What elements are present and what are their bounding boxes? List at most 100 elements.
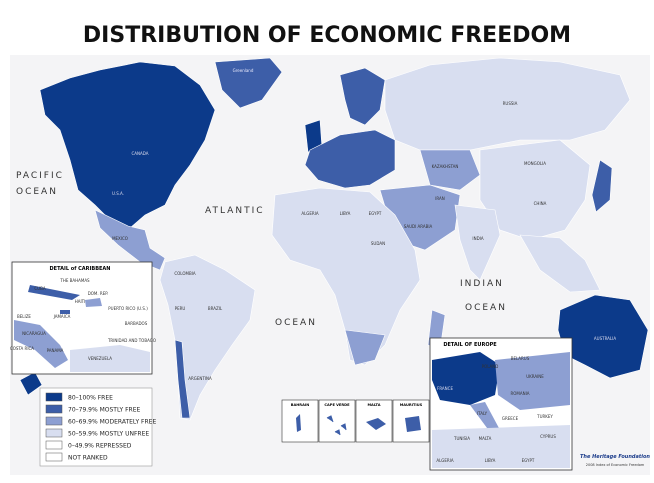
new-zealand [19, 371, 43, 396]
india [454, 204, 501, 281]
country-label: Greenland [233, 68, 254, 73]
inset-title: DETAIL of CARIBBEAN [50, 266, 111, 272]
country-label: MONGOLIA [524, 161, 546, 166]
legend-swatch [45, 392, 63, 402]
ocean-label: OCEAN [465, 303, 507, 313]
japan [591, 159, 613, 213]
inset-label: THE BAHAMAS [59, 278, 90, 283]
continents [19, 57, 649, 421]
ocean-labels: PACIFIC OCEAN ATLANTIC OCEAN INDIAN OCEA… [16, 171, 507, 328]
country-label: AUSTRALIA [594, 336, 616, 341]
north-america [39, 61, 216, 229]
inset-label: BARBADOS [125, 321, 148, 326]
inset-label: JAMAICA [53, 314, 71, 319]
western-europe [432, 352, 500, 405]
inset-label: TURKEY [536, 414, 553, 419]
inset-frame [318, 399, 356, 443]
legend-swatch [45, 452, 63, 462]
legend-swatch [45, 428, 63, 438]
inset-label: CUBA [34, 286, 45, 291]
legend-label: 0–49.9% REPRESSED [68, 443, 132, 450]
inset-label: ITALY [477, 411, 488, 416]
inset-label: UKRAINE [526, 374, 544, 379]
europe-inset: DETAIL OF EUROPE POLAND BELARUS UKRAINE … [429, 337, 573, 471]
inset-label: BELIZE [17, 314, 31, 319]
scandinavia [339, 67, 386, 126]
hispaniola [85, 298, 102, 307]
chile [174, 339, 191, 419]
inset-title: MAURITIUS [400, 403, 423, 407]
central-asia [419, 149, 481, 191]
island [405, 416, 421, 432]
inset-label: CYPRUS [540, 434, 556, 439]
inset-label: VENEZUELA [88, 356, 112, 361]
country-label: KAZAKHSTAN [432, 164, 459, 169]
mexico [94, 209, 166, 271]
inset-label: FRANCE [437, 386, 453, 391]
legend-label: 80–100% FREE [68, 395, 113, 402]
cuba [28, 285, 80, 300]
inset-label: PANAMA [47, 348, 64, 353]
ocean-label: OCEAN [16, 187, 58, 197]
island [296, 414, 301, 432]
inset-title: DETAIL OF EUROPE [443, 342, 497, 348]
ocean-label: PACIFIC [16, 171, 64, 181]
legend: 80–100% FREE 70–79.9% MOSTLY FREE 60–69.9%… [39, 387, 156, 467]
inset-label: EGYPT [522, 458, 535, 463]
country-label: EGYPT [369, 211, 382, 216]
legend-label: NOT RANKED [68, 455, 108, 462]
legend-label: 60–69.9% MODERATELY FREE [68, 419, 156, 426]
country-labels: CANADA U.S.A. MEXICO BRAZIL RUSSIA CHINA… [112, 68, 616, 381]
country-label: LIBYA [340, 211, 351, 216]
country-label: SUDAN [371, 241, 385, 246]
south-africa [344, 329, 386, 366]
country-label: SAUDI ARABIA [404, 224, 433, 229]
footer-caption: 2008 Index of Economic Freedom [586, 463, 645, 467]
country-label: PERU [175, 306, 186, 311]
legend-label: 70–79.9% MOSTLY FREE [68, 407, 141, 414]
footer-org: The Heritage Foundation [580, 454, 650, 460]
country-label: MEXICO [112, 236, 128, 241]
legend-swatch [45, 440, 63, 450]
europe [304, 129, 396, 189]
russia [384, 57, 631, 151]
inset-label: DOM. REP. [88, 291, 109, 296]
country-label: BRAZIL [208, 306, 223, 311]
inset-title: MALTA [367, 403, 380, 407]
north-africa [432, 425, 570, 468]
legend-swatch [45, 416, 63, 426]
inset-label: GREECE [502, 416, 519, 421]
inset-title: CAPE VERDE [324, 403, 350, 407]
country-label: ARGENTINA [188, 376, 212, 381]
ocean-label: ATLANTIC [205, 206, 265, 216]
jamaica [60, 310, 70, 314]
country-label: CHINA [534, 201, 547, 206]
ocean-label: OCEAN [275, 318, 317, 328]
small-insets: BAHRAIN CAPE VERDE MALTA MAURITIUS [281, 399, 430, 443]
country-label: ALGERIA [301, 211, 319, 216]
inset-label: POLAND [482, 364, 499, 369]
caribbean-inset: DETAIL of CARIBBEAN THE BAHAMAS CUBA DOM… [10, 261, 156, 375]
inset-label: HAITI [75, 299, 86, 304]
country-label: U.S.A. [112, 191, 124, 196]
country-label: INDIA [472, 236, 483, 241]
country-label: RUSSIA [503, 101, 518, 106]
inset-label: PUERTO RICO (U.S.) [108, 306, 148, 311]
italy [470, 402, 500, 432]
country-label: COLOMBIA [174, 271, 196, 276]
inset-title: BAHRAIN [291, 403, 309, 407]
eastern-europe [495, 352, 570, 410]
country-label: CANADA [131, 151, 148, 156]
greenland [214, 57, 283, 109]
southeast-asia [519, 234, 601, 293]
central-america [14, 320, 68, 368]
inset-label: COSTA RICA [10, 346, 34, 351]
inset-label: ROMANIA [510, 391, 529, 396]
inset-label: BELARUS [511, 356, 530, 361]
ocean-label: INDIAN [460, 279, 504, 289]
inset-label: ALGERIA [436, 458, 454, 463]
inset-label: TUNISIA [453, 436, 470, 441]
legend-swatch [45, 404, 63, 414]
inset-label: TRINIDAD AND TOBAGO [107, 338, 156, 343]
